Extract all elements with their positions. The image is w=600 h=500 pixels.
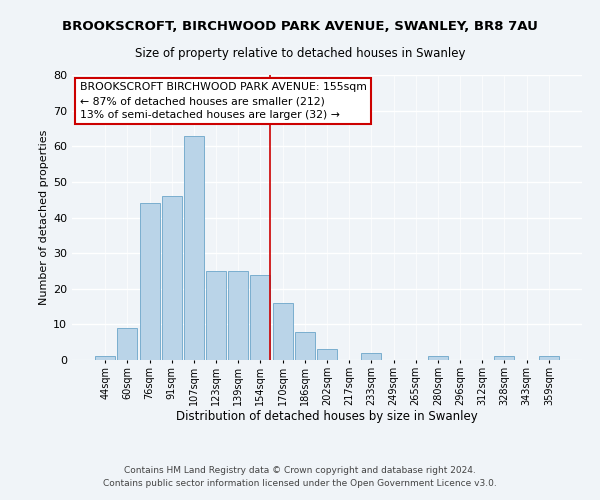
Bar xyxy=(317,350,337,360)
Text: Size of property relative to detached houses in Swanley: Size of property relative to detached ho… xyxy=(135,48,465,60)
Bar xyxy=(295,332,315,360)
Bar xyxy=(162,196,182,360)
Bar xyxy=(140,203,160,360)
Y-axis label: Number of detached properties: Number of detached properties xyxy=(39,130,49,305)
Bar xyxy=(206,271,226,360)
Bar xyxy=(539,356,559,360)
Bar xyxy=(118,328,137,360)
Bar xyxy=(228,271,248,360)
Bar xyxy=(95,356,115,360)
Text: BROOKSCROFT BIRCHWOOD PARK AVENUE: 155sqm
← 87% of detached houses are smaller (: BROOKSCROFT BIRCHWOOD PARK AVENUE: 155sq… xyxy=(80,82,367,120)
Text: Contains public sector information licensed under the Open Government Licence v3: Contains public sector information licen… xyxy=(103,478,497,488)
Bar xyxy=(494,356,514,360)
Bar xyxy=(361,353,382,360)
Bar xyxy=(250,274,271,360)
Text: BROOKSCROFT, BIRCHWOOD PARK AVENUE, SWANLEY, BR8 7AU: BROOKSCROFT, BIRCHWOOD PARK AVENUE, SWAN… xyxy=(62,20,538,33)
Bar xyxy=(272,303,293,360)
Bar xyxy=(428,356,448,360)
Bar xyxy=(184,136,204,360)
Text: Contains HM Land Registry data © Crown copyright and database right 2024.: Contains HM Land Registry data © Crown c… xyxy=(124,466,476,475)
X-axis label: Distribution of detached houses by size in Swanley: Distribution of detached houses by size … xyxy=(176,410,478,424)
